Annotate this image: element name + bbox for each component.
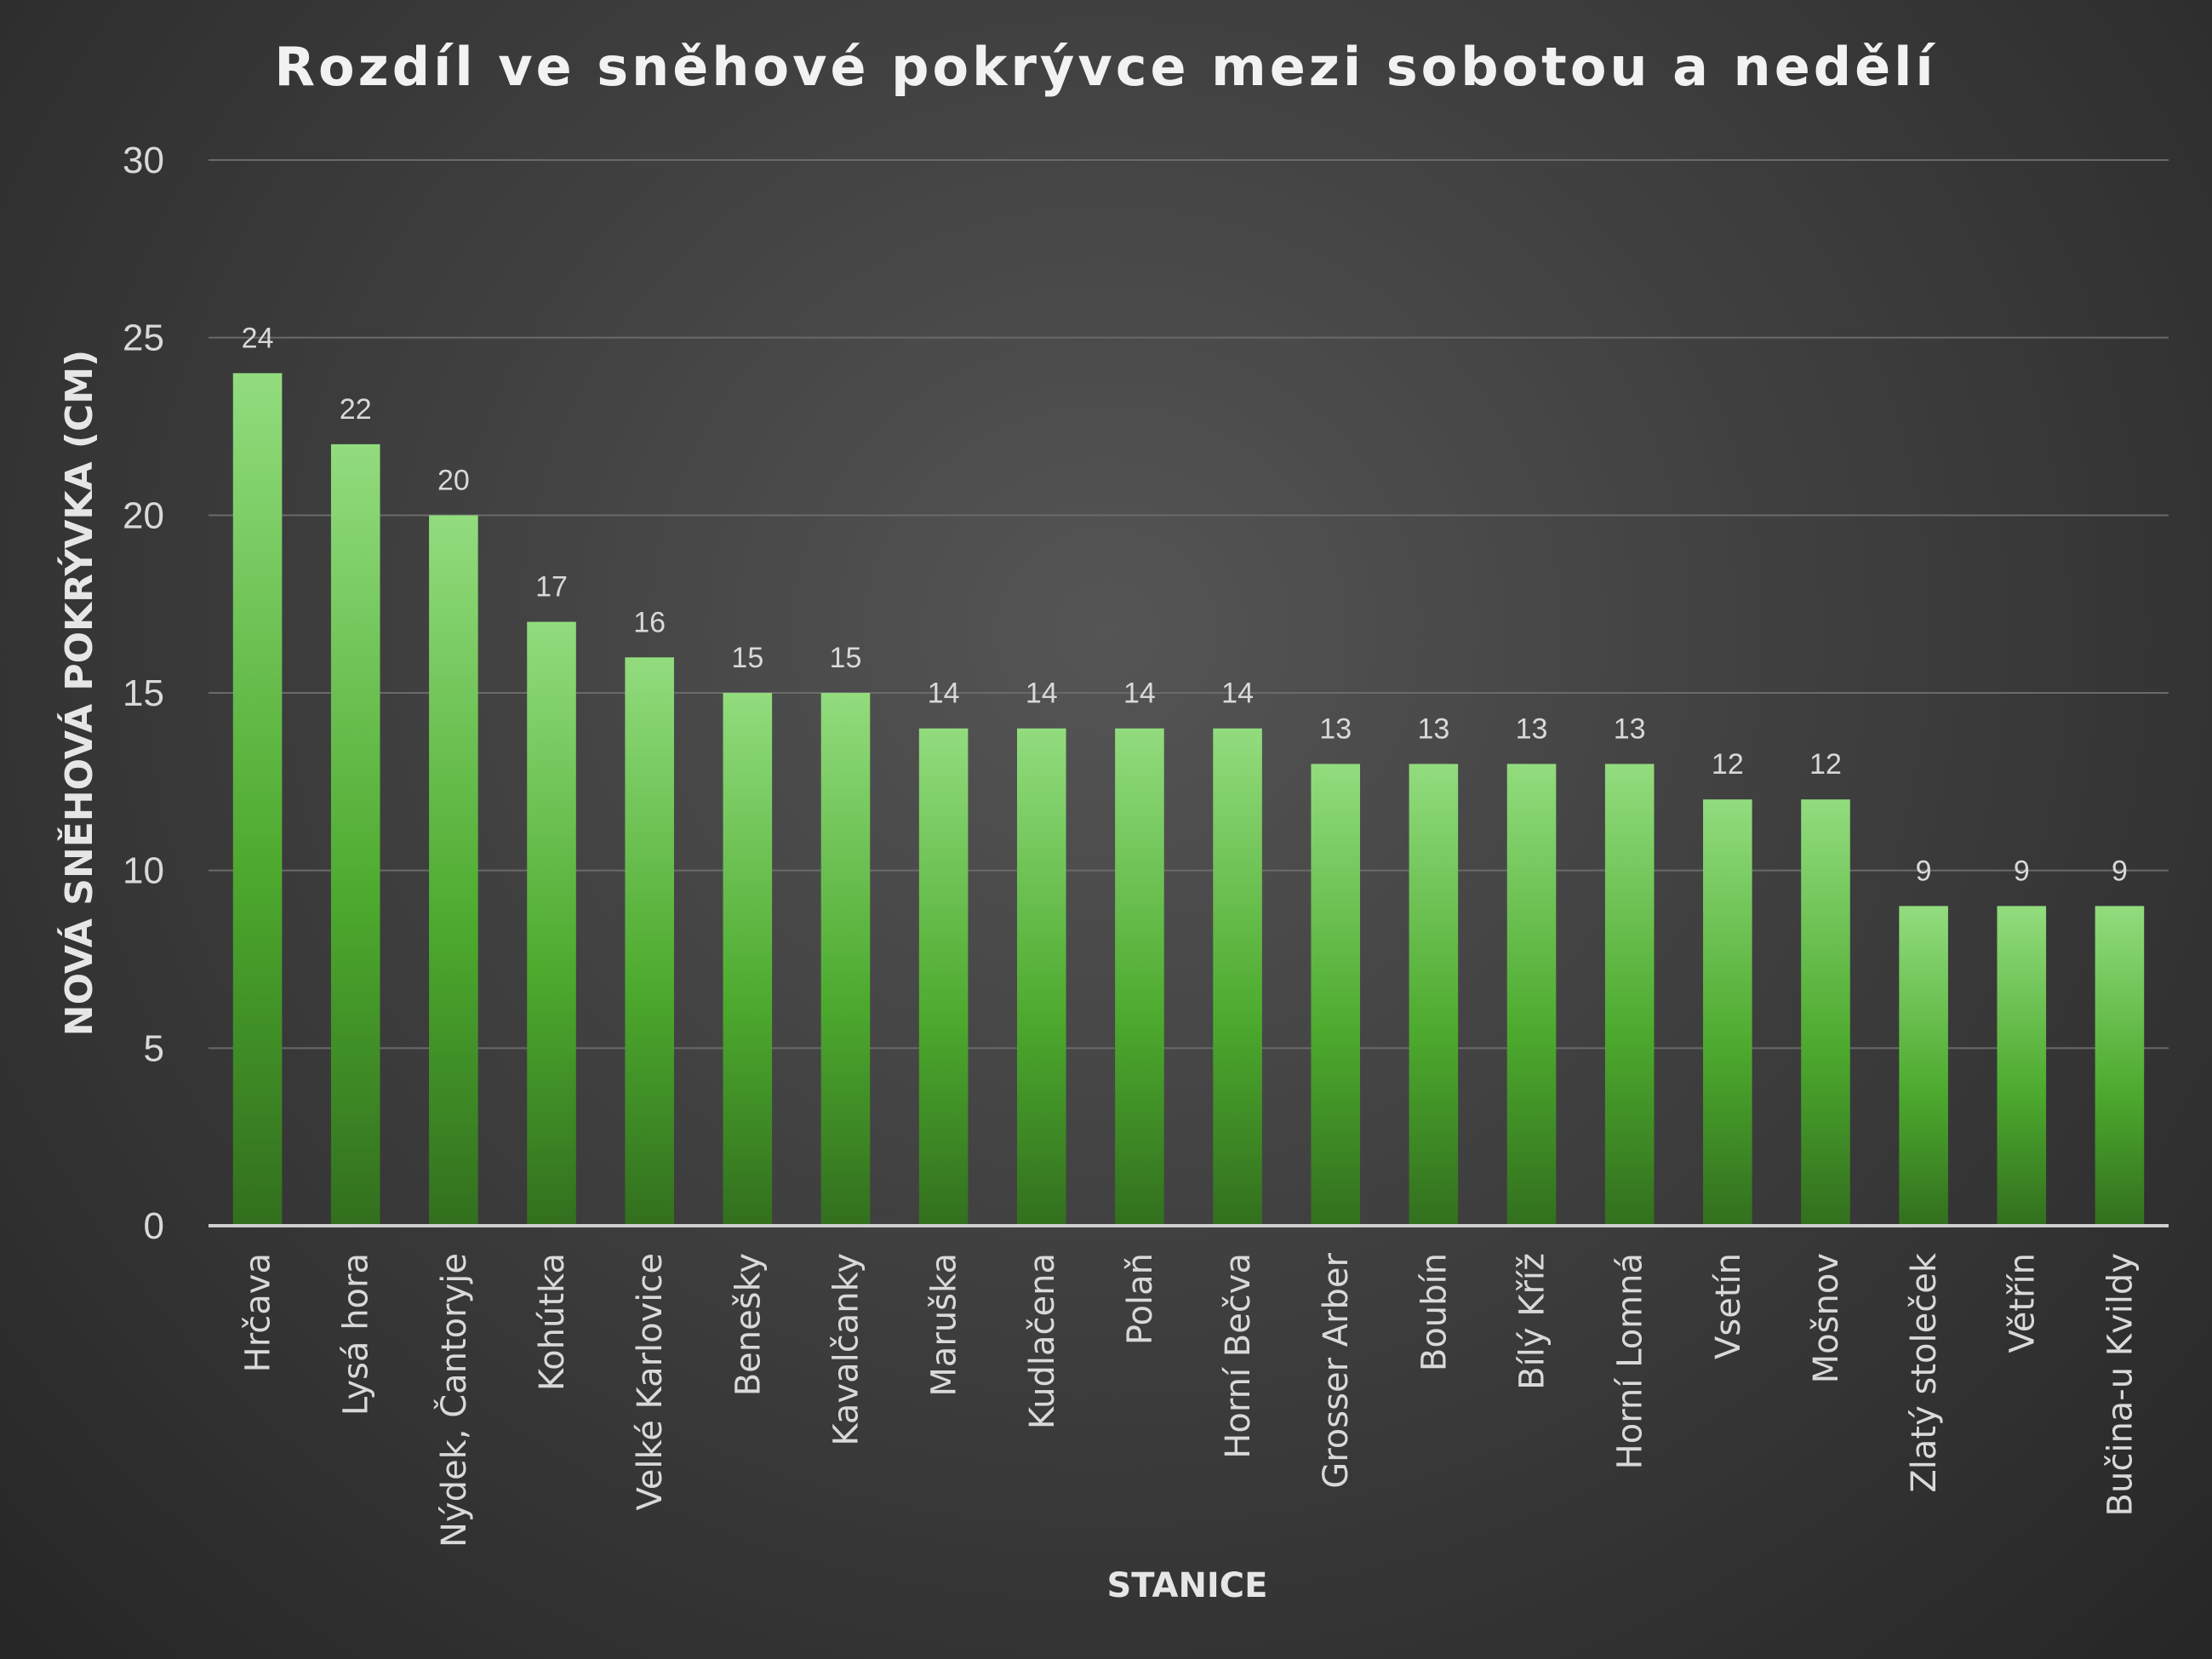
bar[interactable] xyxy=(1604,764,1655,1226)
chart-title: Rozdíl ve sněhové pokrývce mezi sobotou … xyxy=(274,36,1936,98)
x-tick-label: Boubín xyxy=(1415,1253,1454,1371)
data-label: 17 xyxy=(535,571,568,604)
y-axis-title: NOVÁ SNĚHOVÁ POKRÝVKA (CM) xyxy=(56,350,101,1036)
data-label: 24 xyxy=(242,322,274,354)
x-tick-label: Vsetín xyxy=(1709,1253,1748,1359)
x-tick-label: Benešky xyxy=(729,1253,768,1396)
gridlines xyxy=(209,159,2169,1050)
bar[interactable] xyxy=(723,693,773,1226)
bar[interactable] xyxy=(625,657,674,1226)
bar[interactable] xyxy=(1409,764,1459,1226)
data-label: 13 xyxy=(1614,712,1646,745)
bar[interactable] xyxy=(820,693,871,1226)
data-label: 14 xyxy=(1026,678,1058,710)
x-tick-label: Bučina-u Kvildy xyxy=(2101,1253,2140,1516)
bar[interactable] xyxy=(1997,906,2047,1226)
x-tick-label: Velké Karlovice xyxy=(631,1253,670,1511)
x-tick-label: Kavalčanky xyxy=(826,1253,866,1446)
x-tick-label: Kohútka xyxy=(533,1253,572,1391)
bar[interactable] xyxy=(1899,906,1948,1226)
bar[interactable] xyxy=(918,728,969,1226)
bar[interactable] xyxy=(1115,728,1164,1226)
data-label: 15 xyxy=(830,642,862,674)
y-tick-label: 0 xyxy=(144,1205,164,1247)
x-tick-label: Lysá hora xyxy=(337,1253,376,1416)
x-tick-label: Bílý Kříž xyxy=(1513,1253,1552,1390)
data-label: 16 xyxy=(633,606,666,638)
data-label: 13 xyxy=(1319,712,1352,745)
data-label: 20 xyxy=(437,464,470,496)
x-tick-label: Polaň xyxy=(1121,1253,1160,1345)
bar[interactable] xyxy=(1703,799,1752,1226)
bar[interactable] xyxy=(1801,799,1850,1226)
data-label: 12 xyxy=(1809,748,1842,781)
y-axis-ticks: 0 5 10 15 20 25 30 xyxy=(123,140,164,1247)
x-tick-label: Větřín xyxy=(2003,1253,2042,1353)
data-label: 13 xyxy=(1516,712,1548,745)
y-tick-label: 10 xyxy=(123,850,164,892)
data-labels: 24 22 20 17 16 15 15 14 14 14 14 13 13 13 13 12 12 9 9 9 xyxy=(242,322,2128,887)
x-tick-label: Kudlačena xyxy=(1023,1253,1062,1429)
data-label: 9 xyxy=(2014,855,2030,887)
x-axis-ticks: Hrčava Lysá hora Nýdek, Čantoryje Kohútka Ve… xyxy=(239,1252,2141,1547)
bar[interactable] xyxy=(1506,764,1557,1226)
bar[interactable] xyxy=(330,443,380,1226)
x-tick-label: Mošnov xyxy=(1807,1253,1846,1383)
data-label: 9 xyxy=(2112,855,2128,887)
bar[interactable] xyxy=(1016,728,1066,1226)
bar[interactable] xyxy=(429,515,478,1226)
data-label: 14 xyxy=(928,678,960,710)
bar[interactable] xyxy=(232,373,283,1226)
x-tick-label: Nýdek, Čantoryje xyxy=(433,1253,474,1547)
bar[interactable] xyxy=(527,621,576,1226)
y-tick-label: 5 xyxy=(144,1027,164,1069)
x-tick-label: Horní Lomná xyxy=(1611,1253,1650,1469)
data-label: 9 xyxy=(1916,855,1932,887)
bar[interactable] xyxy=(1311,764,1361,1226)
x-tick-label: Maruška xyxy=(925,1253,964,1397)
bar[interactable] xyxy=(1213,728,1262,1226)
x-tick-label: Zlatý stoleček xyxy=(1905,1252,1944,1492)
data-label: 12 xyxy=(1712,748,1744,781)
bars xyxy=(232,373,2145,1226)
y-tick-label: 15 xyxy=(123,672,164,714)
data-label: 14 xyxy=(1123,678,1156,710)
x-tick-label: Grosser Arber xyxy=(1317,1252,1356,1488)
data-label: 14 xyxy=(1221,678,1254,710)
x-axis-title: STANICE xyxy=(1107,1566,1268,1605)
data-label: 15 xyxy=(731,642,763,674)
y-tick-label: 20 xyxy=(123,495,164,536)
y-tick-label: 30 xyxy=(123,140,164,181)
x-tick-label: Hrčava xyxy=(239,1253,278,1372)
data-label: 13 xyxy=(1417,712,1449,745)
bar[interactable] xyxy=(2095,906,2145,1226)
x-tick-label: Horní Bečva xyxy=(1219,1253,1258,1459)
data-label: 22 xyxy=(340,393,372,426)
y-tick-label: 25 xyxy=(123,317,164,359)
